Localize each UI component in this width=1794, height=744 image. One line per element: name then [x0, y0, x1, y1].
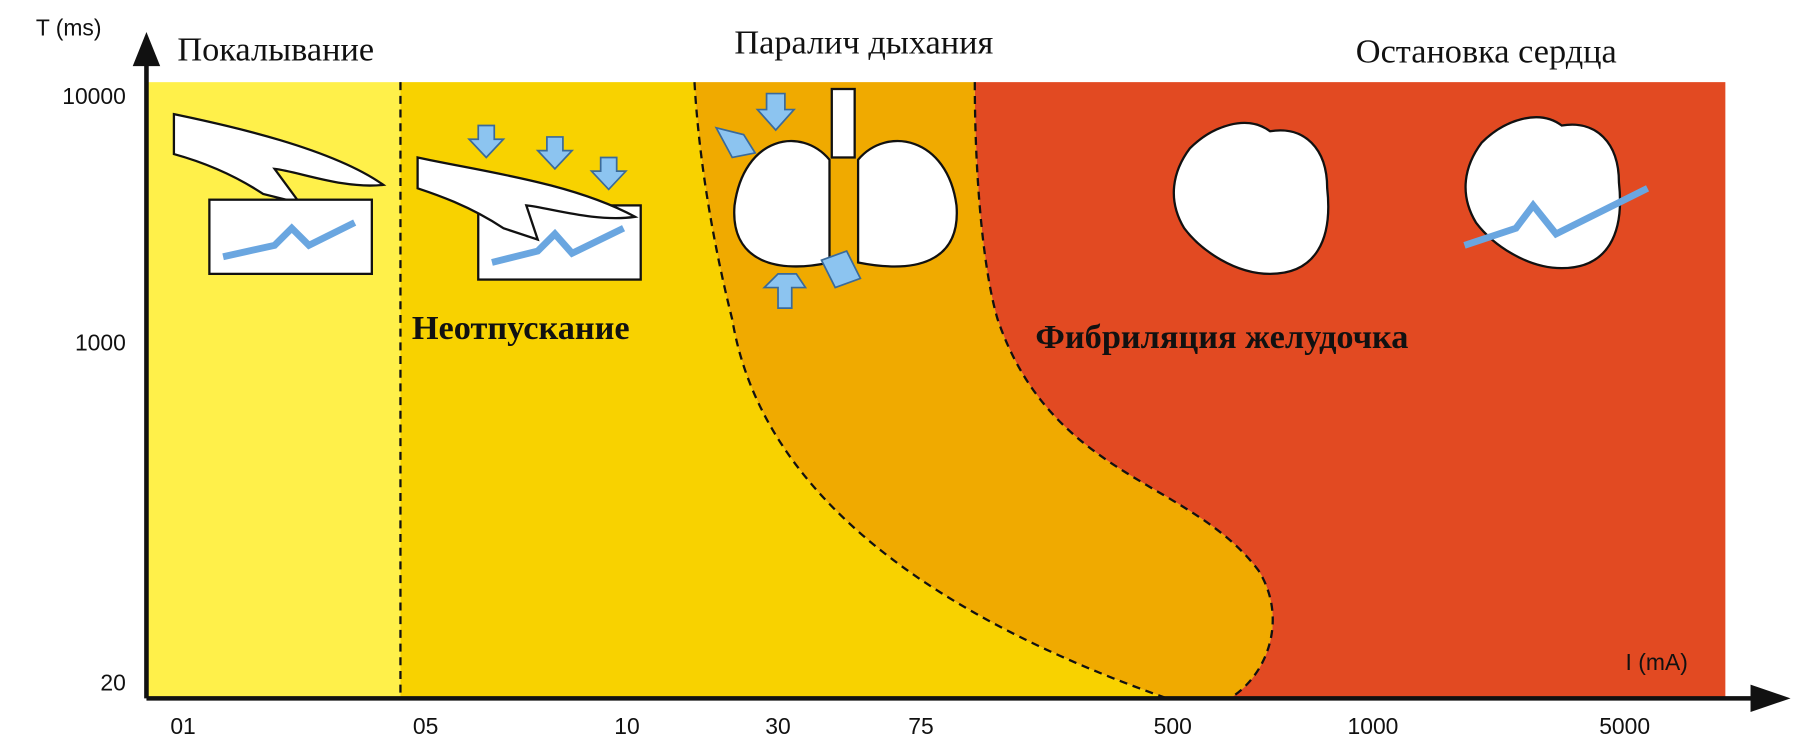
x-tick-label: 01	[170, 713, 195, 739]
diagram: T (ms) I (mA) 10000 1000 20 01 05 10 30 …	[0, 0, 1794, 744]
x-tick-label: 1000	[1348, 713, 1399, 739]
x-tick-label: 75	[908, 713, 933, 739]
y-arrow	[133, 32, 160, 66]
x-tick-label: 30	[765, 713, 790, 739]
x-axis-label: I (mA)	[1626, 649, 1688, 675]
zone-label: Неотпускание	[412, 309, 630, 347]
zone-label: Остановка сердца	[1356, 33, 1617, 71]
y-tick-label: 1000	[75, 330, 126, 356]
y-tick-label: 20	[100, 670, 125, 696]
zone-label: Паралич дыхания	[734, 24, 993, 62]
zone-label: Покалывание	[177, 30, 374, 68]
y-axis-label: T (ms)	[36, 15, 102, 41]
x-tick-label: 500	[1154, 713, 1192, 739]
x-tick-label: 5000	[1599, 713, 1650, 739]
y-tick-label: 10000	[62, 83, 126, 109]
x-tick-label: 05	[413, 713, 438, 739]
zone-label: Фибриляция желудочка	[1035, 318, 1408, 356]
x-arrow	[1751, 685, 1791, 712]
x-tick-label: 10	[614, 713, 639, 739]
